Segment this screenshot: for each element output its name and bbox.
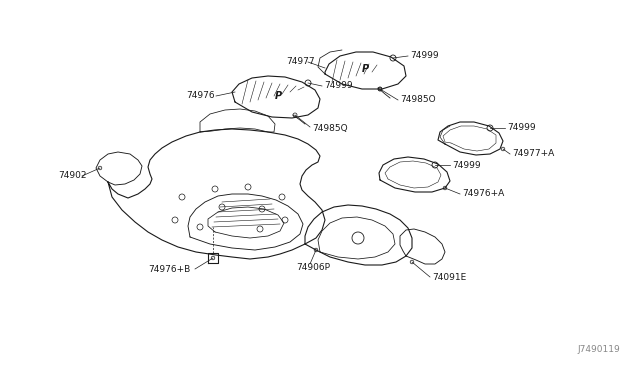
Text: 74999: 74999 [452, 160, 481, 170]
Text: 74977: 74977 [286, 58, 315, 67]
Text: 74985Q: 74985Q [312, 124, 348, 132]
Text: 74976+B: 74976+B [148, 264, 190, 273]
Text: 74091E: 74091E [432, 273, 467, 282]
Text: 74976+A: 74976+A [462, 189, 504, 199]
Text: J7490119: J7490119 [577, 345, 620, 354]
Text: 74999: 74999 [324, 81, 353, 90]
Text: P: P [362, 64, 369, 74]
Text: 74999: 74999 [507, 124, 536, 132]
Text: P: P [275, 91, 282, 101]
Text: 74906P: 74906P [296, 263, 330, 273]
Text: 74902: 74902 [58, 171, 86, 180]
Text: 74999: 74999 [410, 51, 438, 61]
Text: 74976: 74976 [186, 92, 214, 100]
Text: 74985O: 74985O [400, 96, 436, 105]
Text: 74977+A: 74977+A [512, 150, 554, 158]
